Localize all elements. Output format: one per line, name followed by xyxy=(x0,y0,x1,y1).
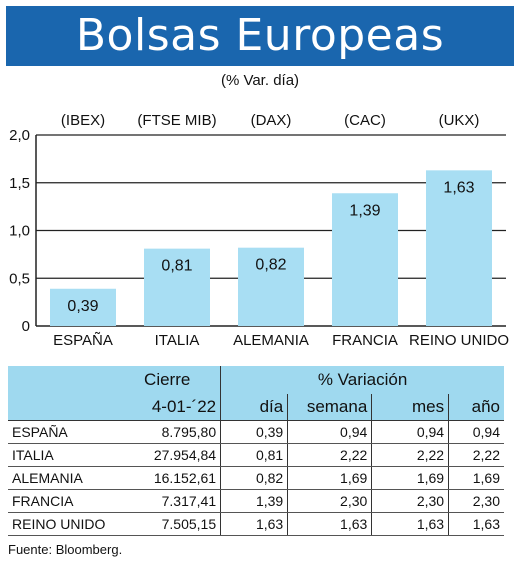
x-tick-label: FRANCIA xyxy=(332,332,398,349)
bar-chart: 0 0,5 1,0 1,5 2,0 0,39 ESPAÑA (IBEX) 0,81 ITALIA (… xyxy=(9,112,509,349)
table-cell-dia: 0,81 xyxy=(220,443,288,467)
source-note: Fuente: Bloomberg. xyxy=(8,542,123,557)
y-tick-label: 1,5 xyxy=(9,175,30,192)
table-cell-mes: 1,63 xyxy=(371,512,449,536)
data-label: 0,81 xyxy=(161,258,192,275)
table-cell-dia: 0,82 xyxy=(220,466,288,490)
table-group-empty xyxy=(8,366,115,394)
table-cell-anio: 2,22 xyxy=(448,443,504,467)
y-tick-label: 2,0 xyxy=(9,127,30,144)
table-row: ITALIA 27.954,84 0,81 2,22 2,22 2,22 xyxy=(8,443,504,467)
index-label: (IBEX) xyxy=(61,112,105,129)
y-tick-label: 0 xyxy=(22,318,30,335)
table-cell-mes: 0,94 xyxy=(371,420,449,444)
table-group-variacion: % Variación xyxy=(220,366,504,394)
table-cell-mes: 2,22 xyxy=(371,443,449,467)
table-cell-cierre: 8.795,80 xyxy=(114,420,221,444)
chart-subtitle: (% Var. día) xyxy=(220,72,300,89)
table-cell-semana: 0,94 xyxy=(287,420,372,444)
table-col-cierre-date: 4-01-´22 xyxy=(114,394,221,421)
table-row: REINO UNIDO 7.505,15 1,63 1,63 1,63 1,63 xyxy=(8,512,504,536)
table-cell-semana: 1,63 xyxy=(287,512,372,536)
table-cell-dia: 1,63 xyxy=(220,512,288,536)
table-cell-dia: 0,39 xyxy=(220,420,288,444)
table-cell-semana: 2,22 xyxy=(287,443,372,467)
table-col-empty xyxy=(8,394,115,421)
y-tick-label: 1,0 xyxy=(9,223,30,240)
bar xyxy=(426,170,492,326)
index-label: (DAX) xyxy=(251,112,292,129)
bar xyxy=(332,193,398,326)
table-cell-cierre: 16.152,61 xyxy=(114,466,221,490)
table-row: ALEMANIA 16.152,61 0,82 1,69 1,69 1,69 xyxy=(8,466,504,490)
data-label: 0,82 xyxy=(255,257,286,274)
y-tick-label: 0,5 xyxy=(9,270,30,287)
table-col-dia: día xyxy=(220,394,288,421)
table-cell-anio: 0,94 xyxy=(448,420,504,444)
table-body: ESPAÑA 8.795,80 0,39 0,94 0,94 0,94 ITALIA 27.9… xyxy=(8,420,504,536)
table-cell-semana: 1,69 xyxy=(287,466,372,490)
table-cell-country: ESPAÑA xyxy=(8,420,115,444)
table-cell-semana: 2,30 xyxy=(287,489,372,513)
table-column-header-row: 4-01-´22 día semana mes año xyxy=(8,394,504,421)
data-table: Cierre % Variación 4-01-´22 día semana m… xyxy=(8,366,504,536)
table-cell-cierre: 7.317,41 xyxy=(114,489,221,513)
table-row: FRANCIA 7.317,41 1,39 2,30 2,30 2,30 xyxy=(8,489,504,513)
bar xyxy=(50,288,116,326)
x-tick-label: ALEMANIA xyxy=(233,332,309,349)
x-tick-label: ITALIA xyxy=(155,332,200,349)
table-cell-anio: 2,30 xyxy=(448,489,504,513)
table-cell-country: ITALIA xyxy=(8,443,115,467)
table-group-cierre: Cierre xyxy=(114,366,221,394)
data-table-wrap: Cierre % Variación 4-01-´22 día semana m… xyxy=(8,366,504,536)
bar xyxy=(144,248,210,326)
title-banner: Bolsas Europeas xyxy=(6,6,514,66)
index-label: (UKX) xyxy=(439,112,480,129)
page-title: Bolsas Europeas xyxy=(75,10,445,61)
table-cell-cierre: 27.954,84 xyxy=(114,443,221,467)
table-col-mes: mes xyxy=(371,394,449,421)
x-tick-label: REINO UNIDO xyxy=(409,332,509,349)
index-label: (CAC) xyxy=(344,112,386,129)
index-label: (FTSE MIB) xyxy=(137,112,216,129)
table-row: ESPAÑA 8.795,80 0,39 0,94 0,94 0,94 xyxy=(8,420,504,444)
table-cell-dia: 1,39 xyxy=(220,489,288,513)
table-group-header-row: Cierre % Variación xyxy=(8,366,504,394)
table-col-anio: año xyxy=(448,394,504,421)
table-cell-country: ALEMANIA xyxy=(8,466,115,490)
table-col-semana: semana xyxy=(287,394,372,421)
table-cell-anio: 1,63 xyxy=(448,512,504,536)
table-cell-country: FRANCIA xyxy=(8,489,115,513)
data-label: 1,39 xyxy=(349,202,380,219)
data-label: 0,39 xyxy=(67,298,98,315)
bar xyxy=(238,247,304,326)
x-tick-label: ESPAÑA xyxy=(53,332,113,349)
data-label: 1,63 xyxy=(443,179,474,196)
table-cell-anio: 1,69 xyxy=(448,466,504,490)
table-cell-mes: 1,69 xyxy=(371,466,449,490)
table-cell-cierre: 7.505,15 xyxy=(114,512,221,536)
table-cell-country: REINO UNIDO xyxy=(8,512,115,536)
table-cell-mes: 2,30 xyxy=(371,489,449,513)
